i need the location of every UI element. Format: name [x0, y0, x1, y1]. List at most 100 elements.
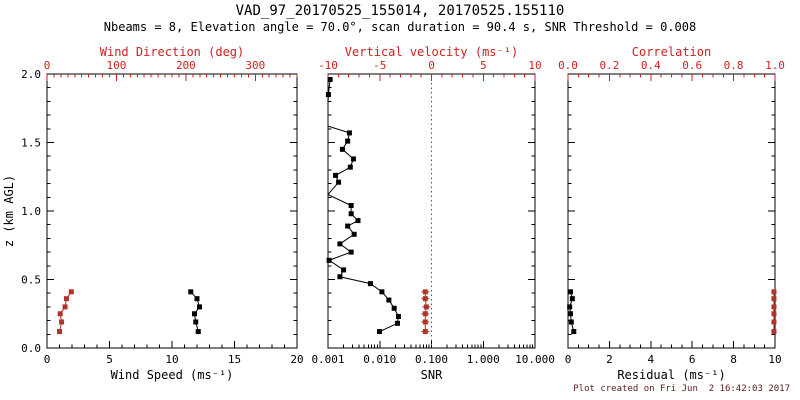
bottom-tick-label: 0.001 [311, 353, 344, 366]
wind-speed-point [197, 304, 202, 310]
top-axis-title-wind: Wind Direction (deg) [100, 45, 245, 59]
correlation-point [771, 311, 777, 317]
bottom-axis-title-snr: SNR [421, 368, 443, 382]
snr-profile-point [377, 329, 383, 335]
series-correlation [771, 289, 777, 335]
bottom-axis-wind: 0 5 10 15 20 Wind Speed (ms⁻¹) [44, 341, 304, 382]
bottom-tick-label: 15 [228, 353, 241, 366]
top-tick-label: 10 [528, 59, 541, 72]
wind-speed-point [195, 329, 201, 335]
residual-point [569, 296, 575, 302]
bottom-tick-label: 5 [106, 353, 113, 366]
snr-profile-point [339, 146, 345, 152]
panel-frame [567, 73, 776, 349]
bottom-tick-label: 1.000 [467, 353, 500, 366]
top-tick-label: 0.6 [682, 59, 702, 72]
residual-point [567, 311, 573, 317]
residual-point [571, 329, 577, 335]
top-tick-label: 200 [176, 59, 196, 72]
bottom-tick-label: 0.010 [363, 353, 396, 366]
wind-direction-point [57, 329, 62, 335]
series-wind-speed [188, 289, 202, 335]
y-tick-label: 0.0 [21, 342, 41, 355]
top-axis-residual: 0.0 0.2 0.4 0.6 0.8 1.0 Correlation [558, 45, 785, 81]
correlation-point [771, 319, 777, 325]
top-axis-title-snr: Vertical velocity (ms⁻¹) [345, 45, 518, 59]
plot-subtitle: Nbeams = 8, Elevation angle = 70.0°, sca… [103, 20, 697, 34]
wind-direction-point [63, 296, 69, 302]
bottom-tick-label: 0 [44, 353, 51, 366]
residual-point [568, 319, 574, 325]
bottom-axis-title-residual: Residual (ms⁻¹) [617, 368, 725, 382]
snr-profile-point [355, 218, 361, 224]
y-tick-label: 1.0 [21, 205, 41, 218]
bottom-tick-label: 6 [689, 353, 696, 366]
top-tick-label: -10 [318, 59, 338, 72]
snr-profile-point [348, 211, 354, 217]
snr-profile-point [347, 164, 353, 170]
snr-profile-point [351, 231, 357, 237]
top-tick-label: 0 [428, 59, 435, 72]
bottom-tick-label: 0 [565, 353, 572, 366]
top-tick-label: 300 [245, 59, 265, 72]
top-tick-label: 0.2 [599, 59, 619, 72]
series-vertical-velocity [421, 289, 431, 335]
series-wind-direction [57, 289, 74, 335]
bottom-tick-label: 8 [730, 353, 737, 366]
series-residual [567, 289, 577, 335]
correlation-point [771, 304, 777, 310]
snr-profile-point [346, 130, 352, 136]
snr-profile-point [326, 257, 332, 263]
series-snr-profile [325, 76, 401, 335]
snr-profile-point [367, 281, 373, 287]
panel-residual: 0 2 4 6 8 10 Residual (ms⁻¹) 0.0 0.2 0.4 0.6 0.8 1.0… [558, 45, 785, 382]
y-tick-label: 2.0 [21, 68, 41, 81]
bottom-tick-label: 4 [647, 353, 654, 366]
wind-speed-point [188, 289, 194, 295]
bottom-tick-label: 0.100 [415, 353, 448, 366]
snr-profile-point [345, 138, 351, 144]
plot-title: VAD_97_20170525_155014, 20170525.155110 [235, 3, 565, 19]
panel-frame [46, 73, 298, 349]
snr-profile-point [395, 313, 401, 319]
top-tick-label: -5 [373, 59, 386, 72]
wind-speed-point [192, 311, 197, 317]
snr-profile-point [337, 274, 343, 280]
bottom-tick-label: 10.000 [515, 353, 555, 366]
top-tick-label: 0.4 [641, 59, 661, 72]
snr-profile-point [337, 241, 343, 247]
snr-profile-point [348, 249, 354, 255]
residual-point [567, 289, 573, 295]
correlation-point [771, 289, 777, 295]
y-axis-wind: 0.0 0.5 1.0 1.5 2.0 [21, 68, 297, 355]
bottom-tick-label: 10 [768, 353, 781, 366]
bottom-tick-label: 20 [290, 353, 303, 366]
top-axis-title-residual: Correlation [632, 45, 711, 59]
wind-direction-point [57, 311, 63, 317]
y-axis-residual [568, 73, 775, 349]
y-axis-title: z (km AGL) [2, 175, 16, 247]
snr-profile-point [391, 305, 397, 311]
y-axis-snr [328, 73, 535, 349]
snr-profile-point [348, 203, 354, 209]
bottom-tick-label: 2 [606, 353, 613, 366]
residual-point [567, 304, 573, 310]
panel-wind: 0 5 10 15 20 Wind Speed (ms⁻¹) 0 100 200 300Wind … [21, 45, 304, 382]
correlation-point [771, 296, 777, 302]
snr-profile-point [394, 320, 400, 326]
snr-profile-point [327, 76, 333, 82]
wind-direction-point [59, 319, 65, 325]
panel-snr: 0.001 0.010 0.100 1.000 10.000 SNR -10 -5 0 5 10 Ve… [311, 45, 554, 382]
wind-direction-point [68, 289, 74, 295]
top-tick-label: 100 [107, 59, 127, 72]
snr-profile-point [333, 172, 339, 178]
top-tick-label: 0 [44, 59, 51, 72]
snr-profile-point [345, 223, 351, 229]
wind-speed-point [193, 319, 199, 325]
bottom-tick-label: 10 [165, 353, 178, 366]
snr-profile-point [386, 297, 392, 303]
snr-profile-point [341, 267, 347, 273]
y-tick-label: 1.5 [21, 137, 41, 150]
